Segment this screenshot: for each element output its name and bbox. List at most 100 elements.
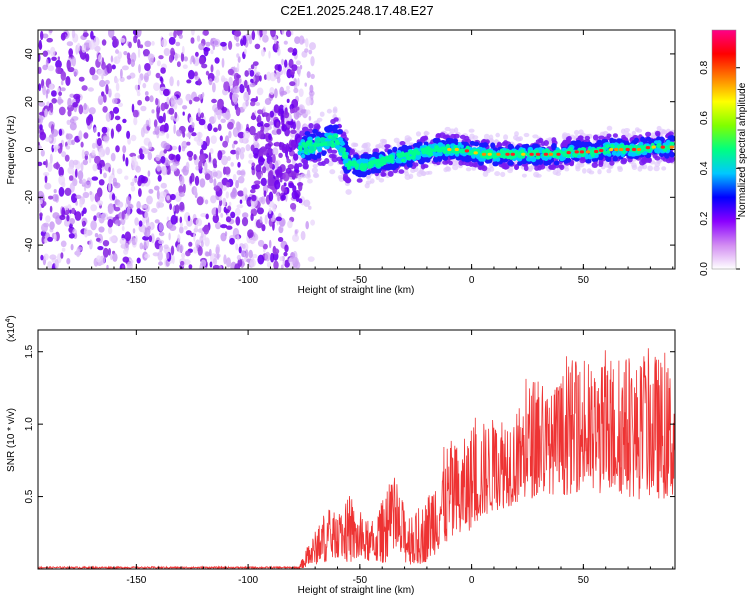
signal-peak [599,148,604,153]
noise-speckle [65,133,73,140]
signal-track-blob [464,161,471,167]
noise-speckle [183,56,188,62]
noise-speckle [158,231,165,237]
noise-speckle [181,252,186,259]
noise-speckle [154,185,160,191]
noise-speckle [229,237,235,245]
signal-track-blob [310,154,316,159]
noise-speckle [54,146,57,153]
noise-speckle [240,249,246,258]
noise-speckle [215,69,221,77]
noise-speckle [232,227,240,239]
signal-track-blob [363,147,370,153]
noise-speckle [293,87,299,94]
noise-speckle [103,172,107,179]
noise-speckle [205,41,211,47]
noise-speckle [197,246,203,256]
signal-track-blob [583,141,589,148]
signal-track-blob [404,174,411,181]
noise-speckle [188,99,193,105]
signal-track-blob [566,153,571,159]
noise-speckle [160,182,167,189]
signal-track-blob [532,134,539,139]
noise-speckle [105,112,112,122]
noise-speckle [158,239,165,245]
noise-speckle [310,73,315,79]
signal-peak [579,150,585,154]
noise-speckle [219,199,223,207]
noise-speckle [138,148,143,155]
signal-track-blob [337,175,344,180]
noise-speckle [38,66,42,74]
signal-track-blob [548,164,554,170]
noise-speckle [66,41,74,47]
noise-speckle [53,233,57,242]
noise-speckle [196,116,201,122]
signal-peak [510,152,515,156]
noise-speckle [160,102,166,112]
signal-track-blob [442,156,449,161]
noise-speckle [260,177,267,187]
noise-speckle [196,196,204,206]
signal-track-blob [507,168,513,174]
noise-speckle [284,188,288,194]
signal-track-blob [313,123,321,129]
noise-speckle [49,153,53,164]
noise-speckle [257,171,262,180]
noise-speckle [250,64,255,70]
signal-peak [496,152,501,156]
noise-speckle [251,30,256,41]
noise-speckle [300,230,306,241]
noise-speckle [93,215,97,222]
noise-speckle [269,161,273,169]
noise-speckle [90,220,97,231]
signal-track-blob [423,130,429,137]
noise-speckle [235,106,241,117]
noise-speckle [173,30,177,39]
signal-track-blob [367,165,373,169]
noise-speckle [53,189,57,194]
noise-speckle [278,152,283,158]
signal-track-blob [654,156,661,161]
noise-speckle [91,74,99,81]
noise-speckle [261,224,266,232]
noise-speckle [39,131,46,141]
noise-speckle [236,74,241,79]
noise-speckle [305,109,311,115]
noise-speckle [105,146,110,156]
signal-peak [669,145,674,149]
noise-speckle [250,101,256,107]
signal-track-blob [592,134,599,141]
noise-speckle [130,59,135,68]
noise-speckle [69,93,75,98]
noise-speckle [89,191,92,195]
noise-speckle [68,175,74,181]
signal-track-blob [422,164,429,169]
snr-ytick-label: 0.5 [24,489,35,503]
noise-speckle [169,76,174,87]
noise-speckle [250,144,255,152]
noise-speckle [239,83,245,94]
signal-track-blob [661,166,667,171]
noise-speckle [249,83,256,88]
noise-speckle [239,152,245,160]
noise-speckle [65,209,70,215]
noise-speckle [290,202,297,210]
noise-speckle [274,179,281,190]
noise-speckle [213,112,217,123]
noise-speckle [55,59,62,69]
noise-speckle [286,98,290,103]
noise-speckle [75,194,82,199]
noise-speckle [140,105,147,112]
noise-speckle [195,165,200,171]
noise-speckle [42,85,46,96]
noise-speckle [53,162,61,169]
noise-speckle [290,69,295,76]
noise-speckle [166,96,170,105]
noise-speckle [42,33,49,39]
signal-track-blob [365,169,372,175]
noise-speckle [277,64,282,72]
noise-speckle [176,243,184,253]
noise-speckle [164,159,171,167]
noise-speckle [241,244,246,249]
